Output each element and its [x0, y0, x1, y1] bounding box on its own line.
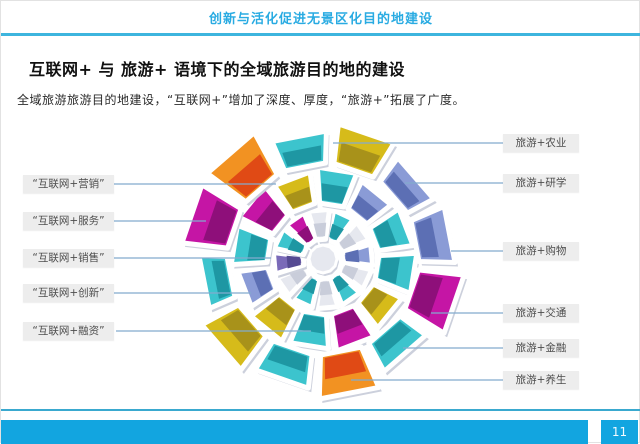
page-title: 互联网+ 与 旅游+ 语境下的全域旅游目的地的建设 [29, 60, 406, 79]
label-tourism-shopping: 旅游+购物 [503, 242, 579, 260]
label-internet-marketing: “互联网+营销” [23, 175, 114, 193]
label-internet-innovation: “互联网+创新” [23, 284, 114, 302]
label-tourism-research: 旅游+研学 [503, 174, 579, 192]
footer-bar [1, 420, 588, 444]
label-internet-financing: “互联网+融资” [23, 322, 114, 340]
footer-divider [1, 409, 640, 411]
label-internet-sales: “互联网+销售” [23, 249, 114, 267]
label-tourism-wellness: 旅游+养生 [503, 371, 579, 389]
label-tourism-transport: 旅游+交通 [503, 304, 579, 322]
header-divider [1, 33, 640, 36]
page-number: 11 [601, 420, 638, 444]
label-tourism-finance: 旅游+金融 [503, 339, 579, 357]
label-internet-service: “互联网+服务” [23, 212, 114, 230]
intro-text: 全域旅游旅游目的地建设，“互联网+”增加了深度、厚度，“旅游+”拓展了广度。 [17, 93, 465, 107]
slide-header-title: 创新与活化促进无景区化目的地建设 [208, 12, 433, 27]
label-tourism-agriculture: 旅游+农业 [503, 134, 579, 152]
